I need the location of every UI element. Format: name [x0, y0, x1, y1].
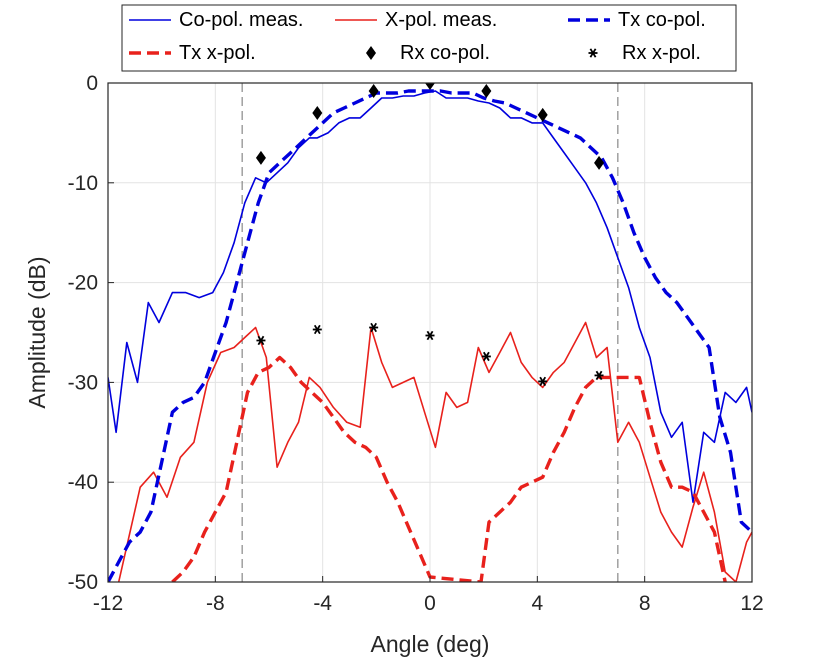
x-tick-label: -12: [93, 592, 123, 615]
legend-item-rx-x-pol: Rx x-pol.: [588, 42, 701, 64]
y-tick-label: 0: [86, 72, 98, 95]
legend-label: Rx co-pol.: [400, 42, 490, 64]
rx-x-pol-marker: [594, 370, 604, 381]
x-tick-label: -8: [206, 592, 225, 615]
y-tick-label: -30: [68, 371, 98, 394]
rx-co-pol-marker: [594, 155, 605, 170]
rx-co-pol-marker: [537, 107, 548, 122]
legend-label: X-pol. meas.: [385, 9, 497, 31]
x-tick-label: 8: [639, 592, 651, 615]
rx-x-pol-marker: [256, 335, 266, 346]
y-tick-label: -20: [68, 272, 98, 295]
rx-co-pol-marker: [425, 83, 435, 90]
legend-label: Tx co-pol.: [618, 9, 706, 31]
rx-x-pol-marker: [425, 330, 435, 341]
axis-ticks: -12 -8 -4 0 4 8 120-10-20-30-40-50: [68, 72, 764, 615]
legend-item-rx-co-pol: Rx co-pol.: [366, 42, 490, 64]
x-tick-label: -4: [313, 592, 332, 615]
legend-box: [121, 4, 737, 72]
legend-item-tx-x-pol: Tx x-pol.: [129, 42, 256, 64]
legend-item-x-pol-meas: X-pol. meas.: [335, 9, 497, 31]
rx-co-pol-marker: [366, 46, 376, 60]
y-tick-label: -50: [68, 571, 98, 594]
rx-co-pol-marker: [312, 105, 323, 120]
legend-item-co-pol-meas: Co-pol. meas.: [129, 9, 304, 31]
legend-label: Tx x-pol.: [179, 42, 256, 64]
series-line-tx-co-pol: [108, 89, 752, 582]
rx-x-pol-marker: [369, 322, 379, 333]
series-line-x-pol-meas: [117, 321, 752, 582]
rx-co-pol-marker: [481, 83, 492, 98]
legend: Co-pol. meas. X-pol. meas. Tx co-pol. Tx x-…: [121, 4, 737, 72]
rx-x-pol-marker: [588, 48, 598, 58]
series-markers-rx-x-pol: [256, 322, 604, 387]
legend-label: Rx x-pol.: [622, 42, 701, 64]
x-tick-label: 4: [531, 592, 543, 615]
x-tick-label: 12: [740, 592, 763, 615]
y-axis-label: Amplitude (dB): [24, 256, 50, 408]
grid: [107, 82, 753, 583]
rx-x-pol-marker: [481, 351, 491, 362]
rx-x-pol-marker: [538, 376, 548, 387]
series-line-co-pol-meas: [108, 90, 752, 504]
legend-item-tx-co-pol: Tx co-pol.: [568, 9, 706, 31]
series-line-tx-x-pol: [171, 355, 727, 582]
rx-co-pol-marker: [255, 150, 266, 165]
rx-co-pol-marker: [368, 83, 379, 98]
y-tick-label: -10: [68, 172, 98, 195]
x-axis-label: Angle (deg): [371, 631, 490, 657]
rx-x-pol-marker: [312, 324, 322, 335]
x-tick-label: 0: [424, 592, 436, 615]
y-tick-label: -40: [68, 471, 98, 494]
legend-label: Co-pol. meas.: [179, 9, 304, 31]
series-markers-rx-co-pol: [255, 83, 605, 170]
